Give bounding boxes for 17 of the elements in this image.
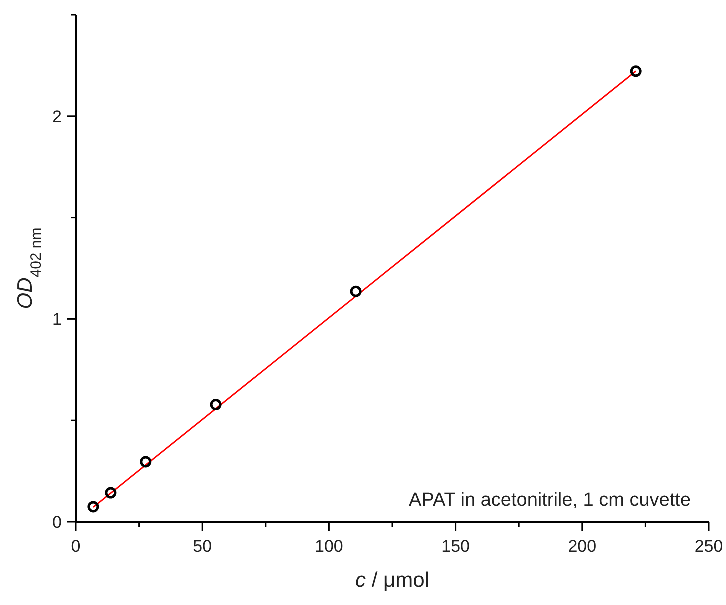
x-tick-label: 150 (442, 537, 470, 556)
point (140, 456, 152, 468)
point (630, 66, 642, 78)
x-tick-label: 250 (694, 537, 724, 556)
x-axis-title: c / μmol (356, 569, 430, 592)
x-tick-label: 200 (568, 537, 597, 556)
point (350, 286, 362, 298)
y-tick-label: 1 (52, 310, 62, 330)
annotation: APAT in acetonitrile, 1 cm cuvette (409, 490, 691, 511)
x-tick-label: 50 (193, 537, 212, 556)
x-tick-label: 0 (71, 537, 81, 556)
point (105, 487, 117, 499)
point (210, 399, 222, 411)
point (88, 501, 100, 513)
y-tick-label: 2 (52, 107, 62, 126)
x-tick-label: 100 (315, 537, 344, 556)
y-tick-label: 0 (52, 513, 62, 532)
